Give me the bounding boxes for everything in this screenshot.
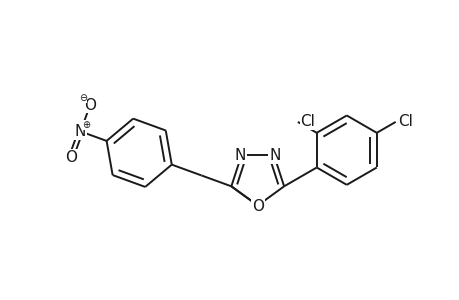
Text: N: N <box>234 148 246 163</box>
Text: Cl: Cl <box>300 114 314 129</box>
Text: O: O <box>251 199 263 214</box>
Text: N: N <box>269 148 280 163</box>
Text: O: O <box>65 150 77 165</box>
Text: ⊖: ⊖ <box>79 93 87 103</box>
Text: ⊕: ⊕ <box>82 121 90 130</box>
Text: N: N <box>75 124 86 139</box>
Text: O: O <box>84 98 96 113</box>
Text: Cl: Cl <box>397 114 412 129</box>
